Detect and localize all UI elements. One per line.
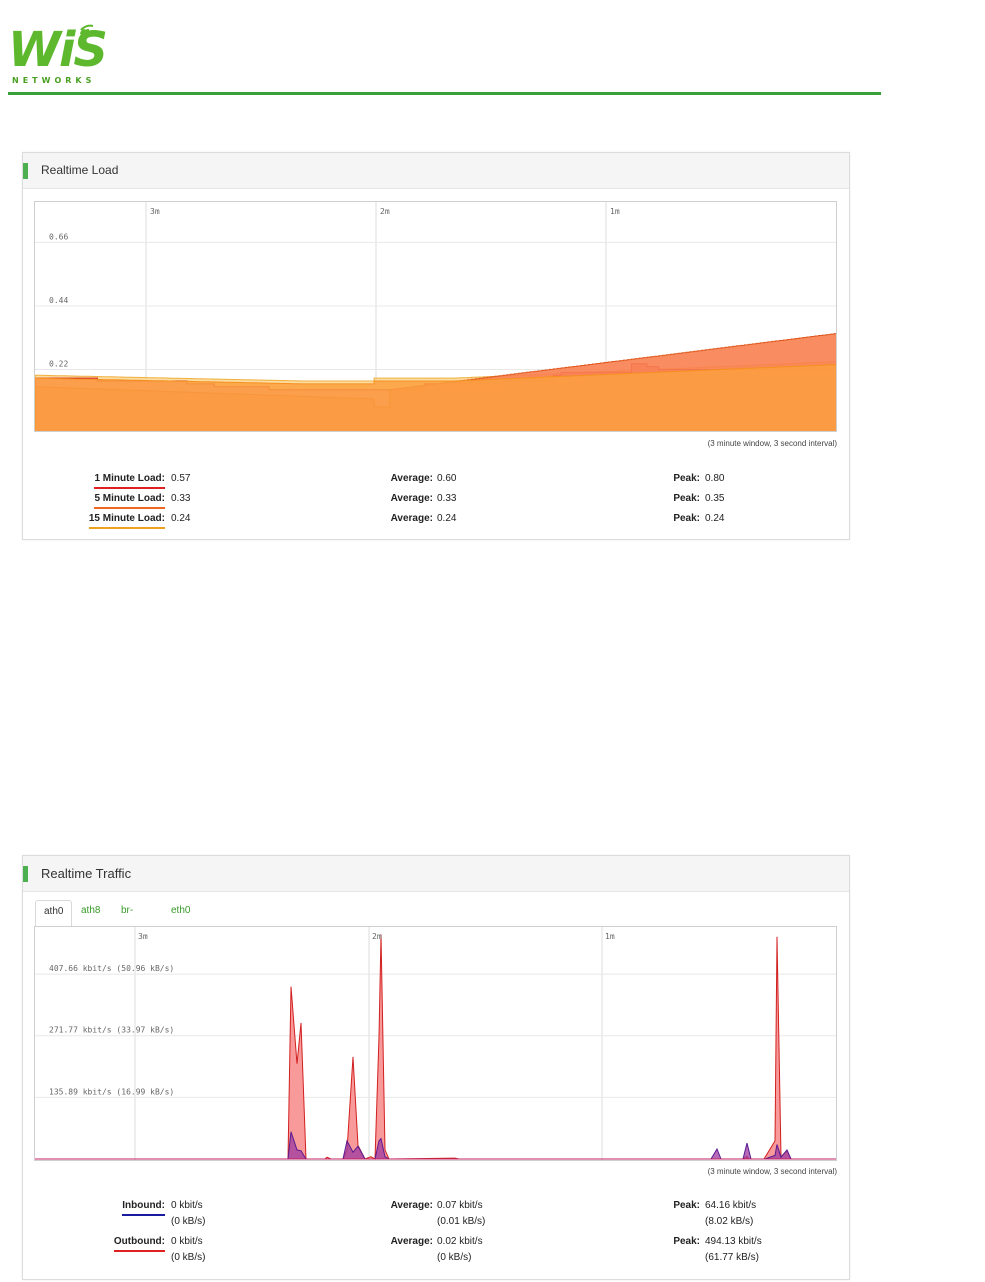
peak-value-bytes: (61.77 kB/s)	[705, 1252, 759, 1263]
logo-subtext: NETWORKS	[12, 76, 96, 85]
tab-ath8[interactable]: ath8	[81, 905, 101, 916]
series-label-text: 5 Minute Load:	[94, 492, 165, 509]
current-value: 0.57	[171, 473, 191, 484]
page-header: WiS NETWORKS	[0, 0, 985, 100]
peak-label: Peak:	[673, 1236, 700, 1247]
average-value: 0.07 kbit/s	[437, 1200, 483, 1211]
peak-value: 0.80	[705, 473, 725, 484]
y-tick-label: 271.77 kbit/s (33.97 kB/s)	[49, 1026, 174, 1035]
x-tick-label: 3m	[150, 207, 160, 216]
chart-interval-note: (3 minute window, 3 second interval)	[707, 1167, 837, 1176]
peak-value: 0.35	[705, 493, 725, 504]
peak-value-bytes: (8.02 kB/s)	[705, 1216, 754, 1227]
series-label-text: 1 Minute Load:	[94, 472, 165, 489]
x-tick-label: 2m	[372, 932, 382, 941]
traffic-stat-row: Inbound: 0 kbit/s (0 kB/s) Average: 0.07 kbi…	[23, 1199, 849, 1231]
y-tick-label: 0.66	[49, 232, 68, 241]
current-value: 0.33	[171, 493, 191, 504]
load-chart: 3m 2m 1m 0.22 0.44 0.66	[34, 201, 837, 432]
average-label: Average:	[390, 493, 433, 504]
y-tick-label: 407.66 kbit/s (50.96 kB/s)	[49, 964, 174, 973]
peak-label: Peak:	[673, 513, 700, 524]
realtime-load-panel: Realtime Load 3m 2m 1m 0.22 0.44 0.66 (3 minu…	[22, 152, 850, 540]
current-value-bytes: (0 kB/s)	[171, 1252, 206, 1263]
average-value-bytes: (0.01 kB/s)	[437, 1216, 486, 1227]
current-value: 0 kbit/s	[171, 1200, 203, 1211]
tab-eth0[interactable]: eth0	[171, 905, 191, 916]
x-tick-label: 3m	[138, 932, 148, 941]
series-label-text: 15 Minute Load:	[88, 512, 165, 529]
realtime-traffic-panel: Realtime Traffic ath0 ath8 br-lan1 eth0 …	[22, 855, 850, 1280]
wis-networks-logo: WiS NETWORKS	[8, 24, 108, 88]
peak-value: 64.16 kbit/s	[705, 1200, 757, 1211]
series-label: Outbound:	[23, 1235, 165, 1252]
current-value: 0.24	[171, 513, 191, 524]
panel-title: Realtime Load	[41, 163, 119, 177]
peak-label: Peak:	[673, 493, 700, 504]
x-tick-label: 1m	[610, 207, 620, 216]
current-value: 0 kbit/s	[171, 1236, 203, 1247]
chart-interval-note: (3 minute window, 3 second interval)	[707, 439, 837, 448]
average-label: Average:	[390, 473, 433, 484]
panel-accent-bar	[23, 866, 28, 882]
load-stat-row: 15 Minute Load: 0.24 Average: 0.24 Peak: 0.24	[23, 512, 849, 529]
load-stat-row: 1 Minute Load: 0.57 Average: 0.60 Peak: 0.80	[23, 472, 849, 489]
tab-br-lan1[interactable]: br-lan1	[121, 905, 140, 938]
load-stat-row: 5 Minute Load: 0.33 Average: 0.33 Peak: 0.35	[23, 492, 849, 509]
load-chart-svg: 3m 2m 1m 0.22 0.44 0.66	[35, 202, 836, 431]
series-label: 5 Minute Load:	[23, 492, 165, 509]
average-label: Average:	[390, 513, 433, 524]
average-value: 0.24	[437, 513, 457, 524]
header-divider	[8, 92, 881, 95]
x-tick-label: 2m	[380, 207, 390, 216]
series-label: 1 Minute Load:	[23, 472, 165, 489]
x-tick-label: 1m	[605, 932, 615, 941]
current-value-bytes: (0 kB/s)	[171, 1216, 206, 1227]
tab-ath0[interactable]: ath0	[35, 900, 73, 927]
y-tick-label: 0.22	[49, 359, 68, 368]
series-15min-fill	[35, 364, 836, 431]
traffic-stat-row: Outbound: 0 kbit/s (0 kB/s) Average: 0.02 kb…	[23, 1235, 849, 1267]
series-label-text: Outbound:	[113, 1235, 165, 1252]
y-tick-label: 135.89 kbit/s (16.99 kB/s)	[49, 1087, 174, 1096]
peak-value: 494.13 kbit/s	[705, 1236, 762, 1247]
series-inbound-area	[35, 1131, 836, 1160]
traffic-chart: 3m 2m 1m 407.66 kbit/s (50.96 kB/s) 271.77 k…	[34, 926, 837, 1161]
traffic-chart-svg: 3m 2m 1m 407.66 kbit/s (50.96 kB/s) 271.77 k…	[35, 927, 836, 1160]
average-value: 0.33	[437, 493, 457, 504]
series-label-text: Inbound:	[122, 1199, 165, 1216]
average-value-bytes: (0 kB/s)	[437, 1252, 472, 1263]
wifi-icon	[80, 24, 94, 39]
average-label: Average:	[390, 1200, 433, 1211]
average-label: Average:	[390, 1236, 433, 1247]
panel-header: Realtime Load	[23, 153, 849, 189]
peak-value: 0.24	[705, 513, 725, 524]
y-tick-label: 0.44	[49, 296, 68, 305]
series-label: 15 Minute Load:	[23, 512, 165, 529]
series-label: Inbound:	[23, 1199, 165, 1216]
peak-label: Peak:	[673, 1200, 700, 1211]
average-value: 0.02 kbit/s	[437, 1236, 483, 1247]
average-value: 0.60	[437, 473, 457, 484]
logo-wordmark: WiS	[8, 22, 108, 78]
panel-accent-bar	[23, 163, 28, 179]
peak-label: Peak:	[673, 473, 700, 484]
panel-header: Realtime Traffic	[23, 856, 849, 892]
panel-title: Realtime Traffic	[41, 866, 132, 881]
